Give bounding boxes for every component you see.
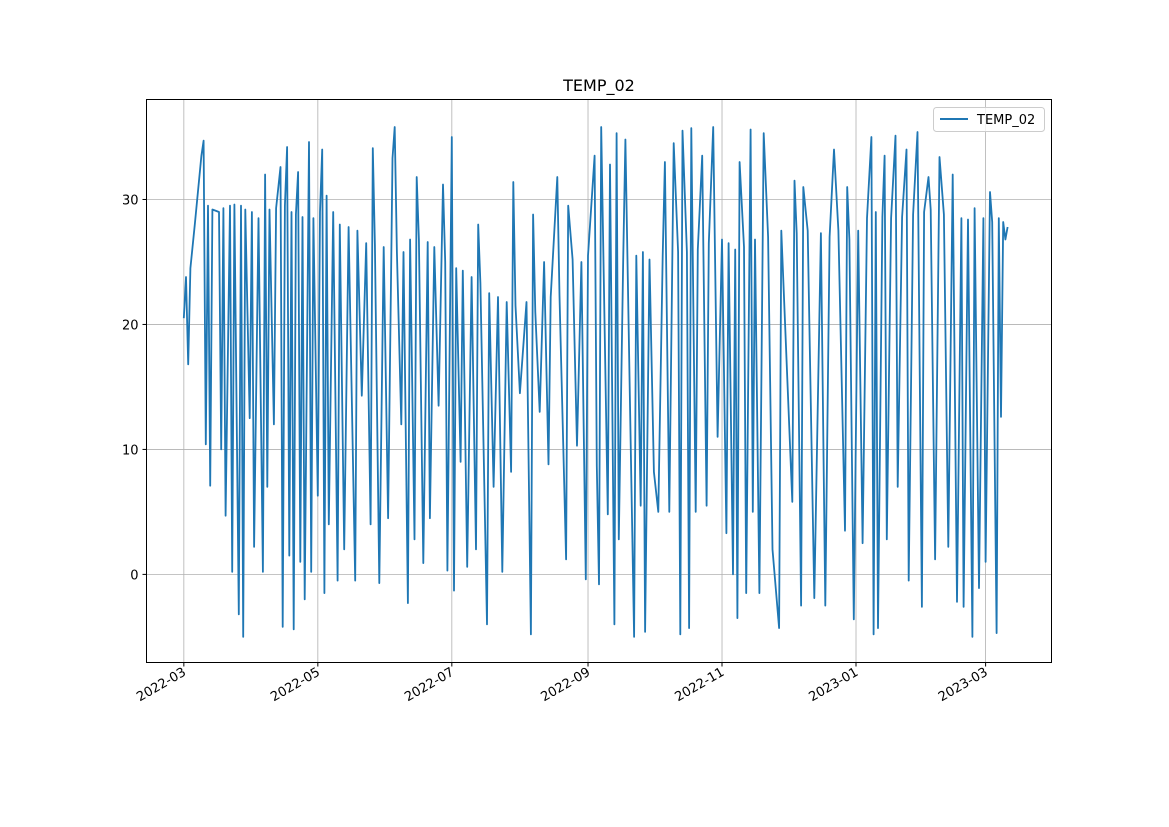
x-axis: 2022-03 2022-05 2022-07 2022-09 2022-11 2023-… (134, 662, 991, 705)
x-tick-label: 2022-11 (672, 665, 727, 705)
x-tick-label: 2022-05 (268, 665, 323, 705)
y-tick-label: 20 (122, 318, 139, 333)
y-tick-label: 10 (122, 443, 139, 458)
x-tick-label: 2023-01 (806, 665, 861, 705)
y-axis: 0 10 20 30 (122, 193, 147, 583)
series-line-temp_02 (182, 126, 1009, 638)
y-tick-label: 30 (122, 193, 139, 208)
x-tick-label: 2022-07 (402, 665, 457, 705)
x-tick-label: 2022-09 (538, 665, 593, 705)
chart-title: TEMP_02 (562, 76, 635, 96)
series-layer (182, 126, 1009, 638)
plot-frame (146, 99, 1052, 663)
x-tick-label: 2023-03 (936, 665, 991, 705)
x-tick-label: 2022-03 (134, 665, 189, 705)
legend: TEMP_02 (933, 107, 1045, 132)
y-tick-label: 0 (130, 568, 138, 583)
legend-label: TEMP_02 (976, 113, 1035, 128)
legend-box (933, 107, 1045, 132)
